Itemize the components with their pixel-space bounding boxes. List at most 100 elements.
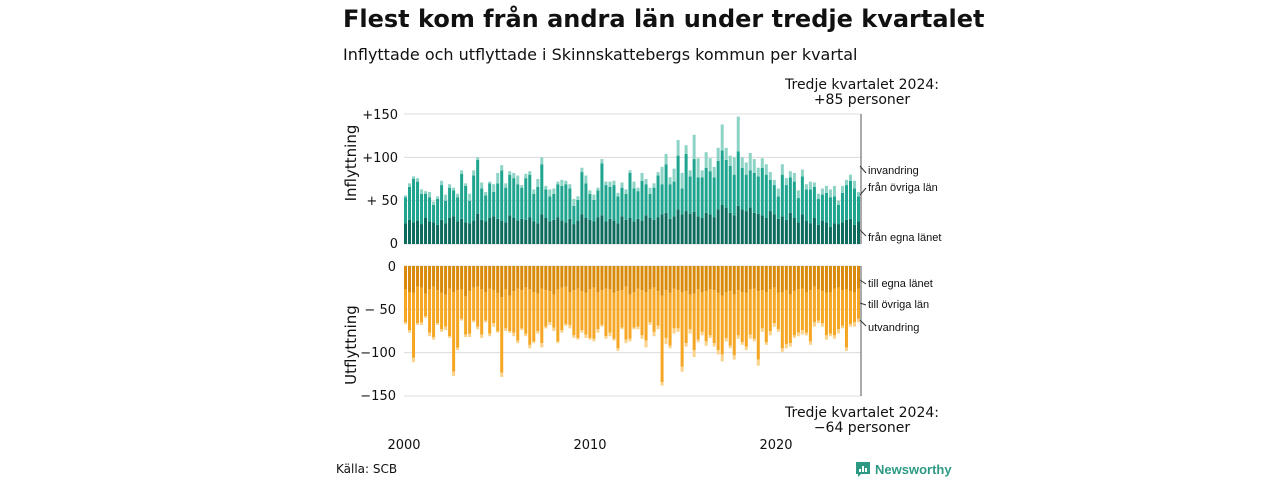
outflow-emigration-bar (792, 335, 796, 338)
outflow-other-counties-bar (736, 290, 740, 336)
outflow-own-county-bar (808, 266, 812, 291)
outflow-emigration-bar (428, 332, 432, 337)
inflow-own-county-bar (668, 218, 672, 244)
inflow-other-counties-bar (688, 176, 692, 214)
inflow-other-counties-bar (660, 184, 664, 215)
outflow-own-county-bar (712, 266, 716, 291)
outflow-own-county-bar (488, 266, 492, 289)
outflow-other-counties-bar (452, 292, 456, 372)
annotation-bottom-line2: −64 personer (814, 420, 911, 436)
outflow-emigration-bar (668, 345, 672, 349)
inflow-immigration-bar (548, 189, 552, 197)
outflow-other-counties-bar (540, 288, 544, 344)
leader-line-egna-lanet-out (859, 279, 867, 285)
outflow-other-counties-bar (404, 289, 408, 323)
outflow-own-county-bar (752, 266, 756, 289)
outflow-other-counties-bar (628, 294, 632, 339)
newsworthy-logo[interactable]: Newsworthy (855, 461, 952, 478)
inflow-other-counties-bar (452, 190, 456, 217)
outflow-own-county-bar (832, 266, 836, 289)
inflow-own-county-bar (576, 220, 580, 244)
inflow-immigration-bar (832, 185, 836, 197)
inflow-immigration-bar (736, 116, 740, 152)
inflow-own-county-bar (520, 218, 524, 244)
inflow-immigration-bar (464, 183, 468, 186)
outflow-own-county-bar (744, 266, 748, 293)
outflow-emigration-bar (760, 328, 764, 332)
outflow-other-counties-bar (464, 296, 468, 335)
outflow-own-county-bar (444, 266, 448, 295)
outflow-emigration-bar (632, 327, 636, 330)
inflow-other-counties-bar (816, 198, 820, 225)
inflow-immigration-bar (460, 170, 464, 174)
outflow-other-counties-bar (772, 287, 776, 324)
inflow-own-county-bar (816, 224, 820, 244)
annotation-top-line1: Tredje kvartalet 2024: (784, 77, 939, 93)
inflow-immigration-bar (772, 179, 776, 186)
outflow-emigration-bar (468, 333, 472, 338)
inflow-own-county-bar (596, 217, 600, 244)
outflow-emigration-bar (612, 338, 616, 341)
outflow-other-counties-bar (420, 287, 424, 323)
outflow-own-county-bar (596, 266, 600, 292)
outflow-emigration-bar (516, 340, 520, 344)
inflow-immigration-bar (808, 181, 812, 190)
inflow-own-county-bar (656, 217, 660, 244)
inflow-own-county-bar (716, 209, 720, 244)
inflow-immigration-bar (428, 192, 432, 198)
inflow-other-counties-bar (500, 170, 504, 221)
inflow-own-county-bar (832, 223, 836, 244)
inflow-own-county-bar (696, 216, 700, 244)
inflow-own-county-bar (644, 215, 648, 244)
inflow-own-county-bar (420, 224, 424, 244)
inflow-immigration-bar (516, 175, 520, 185)
outflow-own-county-bar (824, 266, 828, 293)
inflow-immigration-bar (732, 157, 736, 175)
outflow-other-counties-bar (792, 291, 796, 336)
outflow-own-county-bar (600, 266, 604, 291)
inflow-own-county-bar (648, 218, 652, 244)
outflow-other-counties-bar (624, 286, 628, 340)
inflow-other-counties-bar (776, 196, 780, 219)
inflow-other-counties-bar (584, 183, 588, 218)
outflow-own-county-bar (428, 266, 432, 290)
inflow-other-counties-bar (612, 185, 616, 221)
outflow-emigration-bar (420, 322, 424, 325)
inflow-own-county-bar (624, 219, 628, 244)
inflow-other-counties-bar (788, 177, 792, 213)
outflow-own-county-bar (704, 266, 708, 292)
outflow-emigration-bar (456, 347, 460, 351)
inflow-immigration-bar (704, 152, 708, 168)
outflow-own-county-bar (532, 266, 536, 292)
outflow-other-counties-bar (504, 289, 508, 329)
outflow-other-counties-bar (700, 292, 704, 332)
inflow-other-counties-bar (628, 172, 632, 218)
inflow-immigration-bar (840, 185, 844, 193)
outflow-emigration-bar (748, 334, 752, 339)
inflow-immigration-bar (456, 193, 460, 198)
outflow-own-county-bar (520, 266, 524, 291)
inflow-own-county-bar (476, 213, 480, 244)
outflow-own-county-bar (756, 266, 760, 292)
outflow-emigration-bar (676, 328, 680, 332)
inflow-own-county-bar (760, 215, 764, 244)
inflow-other-counties-bar (796, 198, 800, 223)
outflow-other-counties-bar (616, 291, 620, 349)
inflow-own-county-bar (464, 222, 468, 244)
outflow-own-county-bar (540, 266, 544, 289)
outflow-emigration-bar (796, 332, 800, 337)
chart-title: Flest kom från andra län under tredje kv… (343, 5, 985, 33)
outflow-own-county-bar (784, 266, 788, 291)
outflow-emigration-bar (812, 322, 816, 327)
inflow-other-counties-bar (516, 184, 520, 221)
outflow-emigration-bar (780, 348, 784, 352)
outflow-emigration-bar (520, 328, 524, 331)
inflow-immigration-bar (636, 187, 640, 192)
inflow-other-counties-bar (732, 174, 736, 216)
outflow-own-county-bar (508, 266, 512, 296)
inflow-other-counties-bar (752, 172, 756, 213)
outflow-emigration-bar (660, 382, 664, 386)
outflow-other-counties-bar (444, 294, 448, 327)
outflow-own-county-bar (780, 266, 784, 292)
